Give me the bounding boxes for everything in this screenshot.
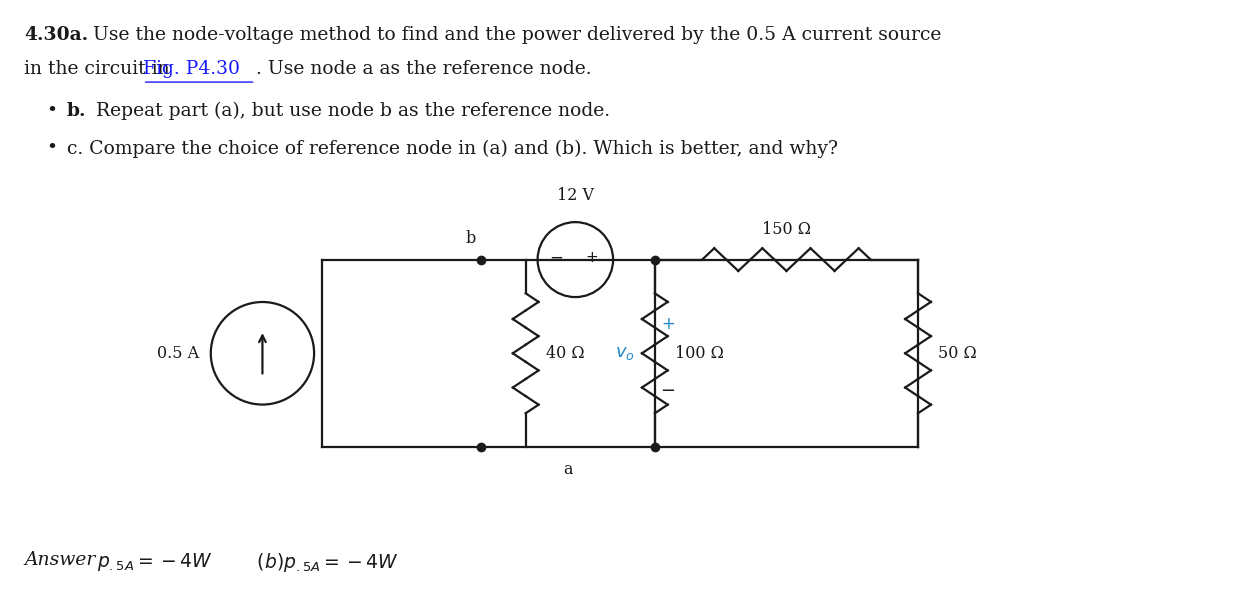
Text: •: • bbox=[46, 140, 56, 157]
Text: 150 Ω: 150 Ω bbox=[762, 221, 811, 238]
Text: +: + bbox=[661, 315, 675, 333]
Text: . Use node a as the reference node.: . Use node a as the reference node. bbox=[257, 60, 592, 79]
Text: Answer: Answer bbox=[24, 550, 102, 568]
Text: 0.5 A: 0.5 A bbox=[157, 345, 199, 362]
Text: in the circuit in: in the circuit in bbox=[24, 60, 176, 79]
Text: $p_{.5A} = -4W$: $p_{.5A} = -4W$ bbox=[97, 550, 212, 573]
Text: $(b)p_{.5A} = -4W$: $(b)p_{.5A} = -4W$ bbox=[245, 550, 399, 574]
Text: +: + bbox=[586, 250, 598, 265]
Text: a: a bbox=[563, 461, 573, 478]
Text: Use the node-voltage method to find and the power delivered by the 0.5 A current: Use the node-voltage method to find and … bbox=[87, 26, 940, 44]
Text: c. Compare the choice of reference node in (a) and (b). Which is better, and why: c. Compare the choice of reference node … bbox=[66, 140, 838, 158]
Text: •: • bbox=[46, 102, 56, 120]
Text: b.: b. bbox=[66, 102, 87, 120]
Text: 40 Ω: 40 Ω bbox=[545, 345, 584, 362]
Text: 100 Ω: 100 Ω bbox=[675, 345, 724, 362]
Text: −: − bbox=[549, 249, 563, 266]
Text: 12 V: 12 V bbox=[557, 187, 594, 204]
Text: 4.30a.: 4.30a. bbox=[24, 26, 88, 44]
Text: Repeat part (a), but use node b as the reference node.: Repeat part (a), but use node b as the r… bbox=[89, 102, 609, 120]
Text: $v_o$: $v_o$ bbox=[616, 344, 635, 362]
Text: b: b bbox=[465, 230, 477, 247]
Text: 50 Ω: 50 Ω bbox=[938, 345, 977, 362]
Text: Fig. P4.30: Fig. P4.30 bbox=[143, 60, 240, 79]
Text: −: − bbox=[660, 382, 676, 400]
